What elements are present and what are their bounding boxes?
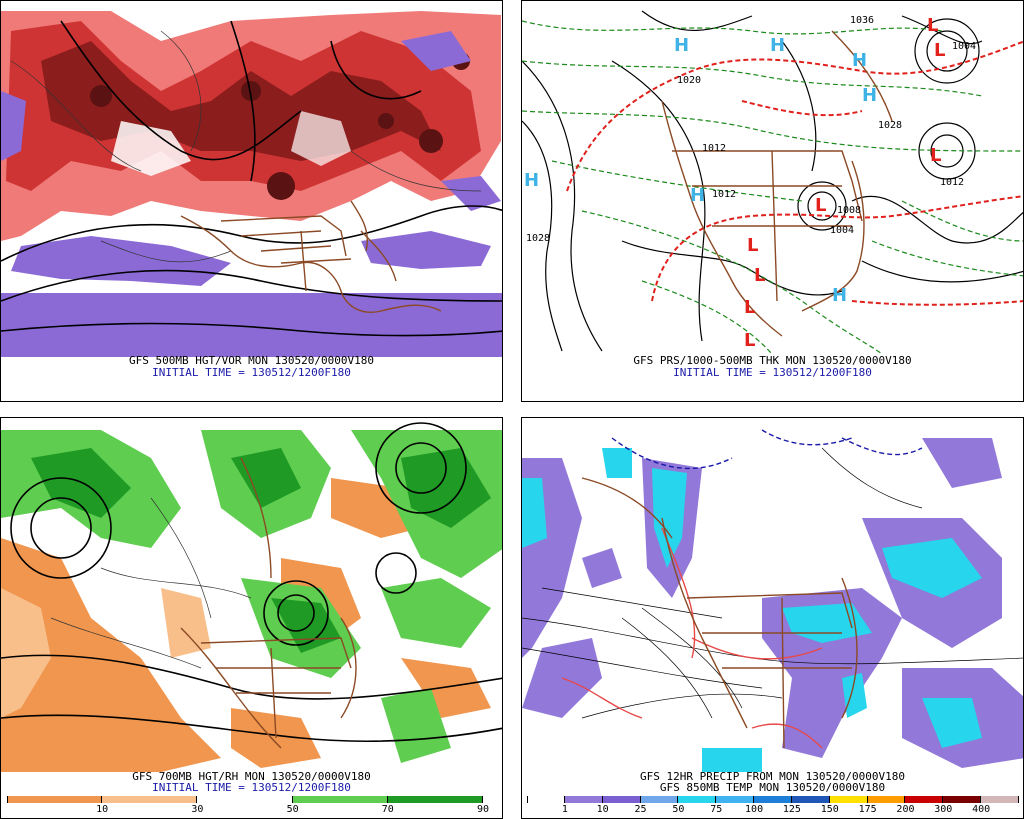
colorbar-tick-label: 50 — [286, 804, 299, 815]
low-pressure-symbol: L — [927, 15, 938, 36]
low-pressure-symbol: L — [744, 330, 755, 351]
colorbar-swatch — [7, 796, 103, 803]
low-pressure-symbol: L — [744, 297, 755, 318]
colorbar-tick-label: 10 — [596, 804, 609, 815]
high-pressure-symbol: H — [852, 50, 867, 71]
map-precip-850mb-temp — [522, 429, 1023, 772]
colorbar-tick-label: 125 — [782, 804, 801, 815]
colorbar-tick-label: 150 — [820, 804, 839, 815]
colorbar-swatch — [678, 796, 717, 803]
high-pressure-symbol: H — [524, 170, 539, 191]
colorbar-tick-label: 1 — [561, 804, 568, 815]
colorbar-tick-label: 100 — [745, 804, 764, 815]
colorbar-swatch — [602, 796, 641, 803]
panel-tr-caption-line2: INITIAL TIME = 130512/1200F180 — [673, 366, 872, 379]
colorbar-swatch — [527, 796, 565, 803]
colorbar-tick-label: 300 — [934, 804, 953, 815]
panel-precip-850mb-temp: GFS 12HR PRECIP FROM MON 130520/0000V180… — [521, 417, 1024, 819]
isobar-label: 1028 — [878, 120, 902, 131]
colorbar-tick-label: 25 — [634, 804, 647, 815]
low-pressure-symbol: L — [934, 40, 945, 61]
high-pressure-symbol: H — [832, 285, 847, 306]
high-pressure-symbol: H — [862, 85, 877, 106]
panel-tr-caption-line1: GFS PRS/1000-500MB THK MON 130520/0000V1… — [633, 354, 912, 367]
map-pressure-thickness: H H H H H H H L L L L L L L L 1012 1012 … — [522, 1, 1023, 355]
colorbar-swatch — [905, 796, 944, 803]
panel-bl-caption-line1: GFS 700MB HGT/RH MON 130520/0000V180 — [132, 770, 371, 783]
low-pressure-symbol: L — [930, 145, 941, 166]
panel-700mb-rh: GFS 700MB HGT/RH MON 130520/0000V180 INI… — [0, 417, 503, 819]
high-pressure-symbol: H — [690, 185, 705, 206]
map-700mb-rh — [1, 422, 502, 772]
colorbar-swatch — [292, 796, 388, 803]
isobar-label: 1028 — [526, 233, 550, 244]
colorbar-swatch — [981, 796, 1019, 803]
colorbar-swatch — [564, 796, 603, 803]
colorbar-swatch — [387, 796, 483, 803]
colorbar-swatch — [197, 796, 293, 803]
colorbar-swatch — [102, 796, 198, 803]
colorbar-tick-label: 400 — [972, 804, 991, 815]
panel-tl-caption-line2: INITIAL TIME = 130512/1200F180 — [152, 366, 351, 379]
low-pressure-symbol: L — [754, 265, 765, 286]
map-500mb-vorticity — [1, 1, 502, 357]
isobar-label: 1004 — [952, 41, 976, 52]
isobar-label: 1004 — [830, 225, 854, 236]
colorbar-swatch — [754, 796, 792, 803]
colorbar-swatch — [716, 796, 755, 803]
colorbar-tick-label: 90 — [476, 804, 490, 815]
colorbar-swatch — [791, 796, 830, 803]
panel-pressure-thickness: H H H H H H H L L L L L L L L 1012 1012 … — [521, 0, 1024, 402]
colorbar-swatch — [829, 796, 868, 803]
panel-tl-caption-line1: GFS 500MB HGT/VOR MON 130520/0000V180 — [128, 354, 375, 367]
colorbar-swatch — [943, 796, 982, 803]
colorbar-tick-label: 50 — [672, 804, 685, 815]
colorbar-tick-label: 10 — [96, 804, 109, 815]
precip-colorbar: 1 10 25 50 75 100 125 150 175 200 300 400 — [527, 796, 1019, 816]
panel-br-caption-line2: GFS 850MB TEMP MON 130520/0000V180 — [659, 781, 886, 794]
isobar-label: 1012 — [702, 143, 726, 154]
panel-500mb-vorticity: GFS 500MB HGT/VOR MON 130520/0000V180 IN… — [0, 0, 503, 402]
colorbar-swatch — [867, 796, 906, 803]
panel-bl-caption-line2: INITIAL TIME = 130512/1200F180 — [152, 781, 351, 794]
high-pressure-symbol: H — [770, 35, 785, 56]
isobar-label: 1012 — [712, 189, 736, 200]
isobar-label: 1020 — [677, 75, 701, 86]
low-pressure-symbol: L — [815, 195, 826, 216]
isobar-label: 1008 — [837, 205, 861, 216]
rh-colorbar: 10 30 50 70 90 — [7, 796, 489, 816]
colorbar-tick-label: 175 — [858, 804, 877, 815]
colorbar-swatch — [640, 796, 679, 803]
colorbar-tick-label: 30 — [191, 804, 204, 815]
isobar-label: 1012 — [940, 177, 964, 188]
colorbar-tick-label: 200 — [896, 804, 915, 815]
colorbar-tick-label: 70 — [381, 804, 394, 815]
isobar-label: 1036 — [850, 15, 874, 26]
high-pressure-symbol: H — [674, 35, 689, 56]
colorbar-tick-label: 75 — [710, 804, 723, 815]
panel-br-caption-line1: GFS 12HR PRECIP FROM MON 130520/0000V180 — [640, 770, 905, 783]
low-pressure-symbol: L — [747, 235, 758, 256]
